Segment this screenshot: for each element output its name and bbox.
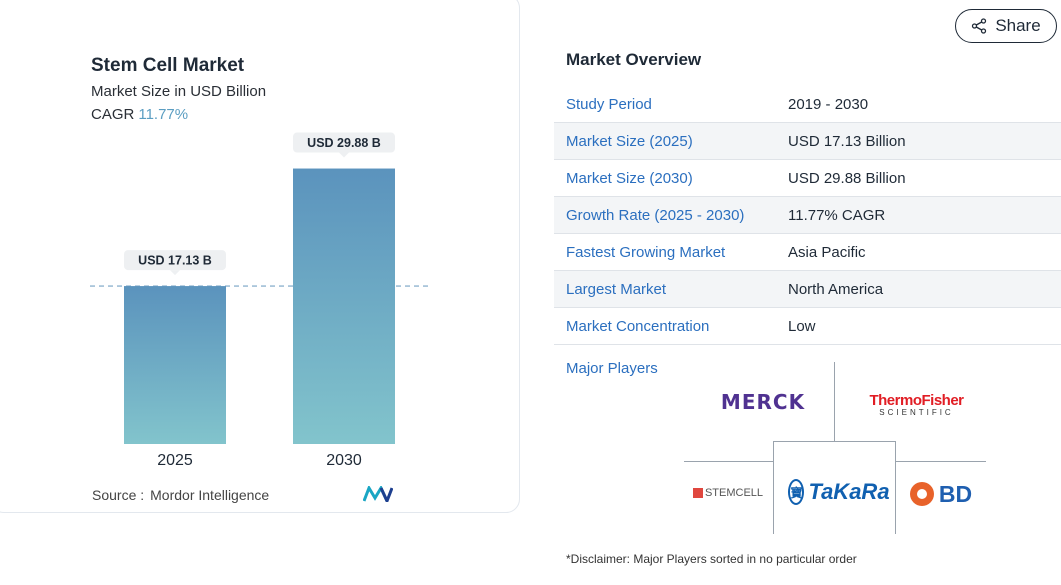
stemcell-logo-icon [692,488,703,498]
bar-2030 [293,168,395,444]
overview-table: Study Period 2019 - 2030 Market Size (20… [554,86,1061,345]
bd-burst-icon [909,482,934,506]
overview-label[interactable]: Largest Market [566,280,667,298]
thermofisher-logo-subtext: SCIENTIFIC [879,408,954,417]
players-grid: MERCK ThermoFisher SCIENTIFIC STEMCELL 寶… [684,362,986,534]
data-label: USD 29.88 B [307,136,381,150]
mordor-logo-icon [363,486,393,502]
overview-label[interactable]: Study Period [566,95,652,113]
x-tick-label: 2030 [326,452,362,469]
merck-logo: MERCK [720,390,806,414]
takara-logo: 寶 TaKaRa [788,477,890,507]
data-label-bg [293,132,395,153]
overview-value: USD 29.88 Billion [788,169,906,187]
cagr-value: 11.77% [138,106,189,123]
bd-logo: BD [906,480,976,508]
overview-row: Largest Market North America [554,271,1061,308]
overview-title: Market Overview [566,50,702,69]
bd-logo-text: BD [938,480,973,507]
overview-value: 11.77% CAGR [788,206,886,224]
overview-value: USD 17.13 Billion [788,132,906,150]
bar-2025 [124,286,226,444]
overview-row: Fastest Growing Market Asia Pacific [554,234,1061,271]
stemcell-logo-text: STEMCELL [704,487,764,499]
takara-emblem-icon: 寶 [788,479,805,505]
data-label-bg [124,250,226,271]
source-label: Source : [92,487,145,503]
chart-title: Stem Cell Market [91,55,245,76]
chart-subtitle: Market Size in USD Billion [91,83,267,100]
overview-label[interactable]: Fastest Growing Market [566,243,726,261]
disclaimer: *Disclaimer: Major Players sorted in no … [566,552,857,566]
overview-value: 2019 - 2030 [788,95,869,113]
overview-label[interactable]: Growth Rate (2025 - 2030) [566,206,745,224]
thermofisher-logo: ThermoFisher SCIENTIFIC [864,392,969,418]
source: Source : Mordor Intelligence [92,487,269,503]
takara-logo-text: TaKaRa [808,479,890,504]
grid-divider [834,362,835,441]
cagr-label: CAGR [91,106,135,123]
overview-row: Study Period 2019 - 2030 [554,86,1061,123]
overview-row: Market Size (2030) USD 29.88 Billion [554,160,1061,197]
source-name: Mordor Intelligence [150,487,270,503]
thermofisher-logo-text: ThermoFisher [869,392,964,409]
players-title[interactable]: Major Players [566,360,658,377]
overview-value: North America [788,280,884,298]
overview-value: Asia Pacific [788,243,866,261]
share-icon [972,18,987,34]
overview-row: Growth Rate (2025 - 2030) 11.77% CAGR [554,197,1061,234]
overview-row: Market Size (2025) USD 17.13 Billion [554,123,1061,160]
x-tick-label: 2025 [157,452,193,469]
data-label: USD 17.13 B [138,254,212,268]
overview-label[interactable]: Market Size (2030) [566,169,693,187]
stemcell-logo: STEMCELL [688,484,768,502]
share-label: Share [995,16,1041,35]
overview-label[interactable]: Market Size (2025) [566,132,693,150]
overview-value: Low [788,317,816,335]
cagr-row: CAGR 11.77% [91,106,188,123]
overview-row: Market Concentration Low [554,308,1061,345]
overview-label[interactable]: Market Concentration [566,317,710,335]
chart-card [0,0,520,513]
data-label-pointer [339,152,349,158]
share-button[interactable]: Share [955,9,1057,43]
bar-chart: USD 17.13 B 2025 USD 29.88 B 2030 [90,132,430,469]
data-label-pointer [170,270,180,276]
